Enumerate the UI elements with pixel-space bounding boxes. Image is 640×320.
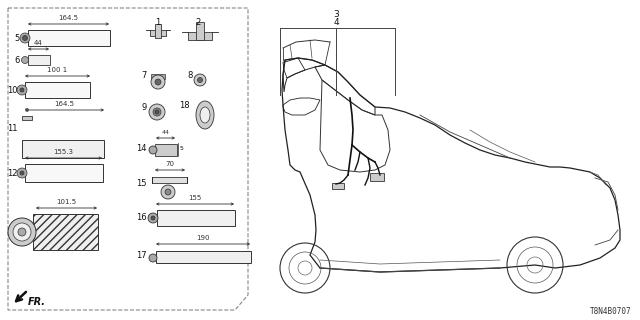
- Text: 8: 8: [188, 70, 193, 79]
- Circle shape: [13, 223, 31, 241]
- Text: 10: 10: [8, 85, 18, 94]
- Text: 44: 44: [161, 130, 170, 135]
- Text: 11: 11: [8, 124, 18, 132]
- Text: 14: 14: [136, 143, 147, 153]
- Bar: [25, 82, 90, 98]
- Bar: [22, 116, 32, 120]
- Text: 190: 190: [196, 235, 210, 241]
- Circle shape: [17, 85, 27, 95]
- Text: T8N4B0707: T8N4B0707: [590, 308, 632, 316]
- Circle shape: [20, 33, 30, 43]
- Text: 101.5: 101.5: [56, 199, 77, 205]
- Text: 12: 12: [8, 169, 18, 178]
- Circle shape: [149, 254, 157, 262]
- Circle shape: [18, 228, 26, 236]
- Circle shape: [151, 216, 155, 220]
- Text: 1: 1: [156, 18, 161, 27]
- Text: 100 1: 100 1: [47, 67, 68, 73]
- Bar: [196, 22, 204, 40]
- Circle shape: [194, 74, 206, 86]
- Ellipse shape: [196, 101, 214, 129]
- Text: FR.: FR.: [28, 297, 46, 307]
- Bar: [332, 183, 344, 189]
- Text: 164.5: 164.5: [54, 101, 74, 107]
- Bar: [28, 30, 110, 46]
- Text: 18: 18: [179, 100, 190, 109]
- Circle shape: [155, 79, 161, 85]
- Bar: [157, 210, 235, 226]
- Text: 15: 15: [136, 179, 147, 188]
- Bar: [155, 24, 161, 38]
- Circle shape: [22, 36, 28, 41]
- Text: 5: 5: [15, 34, 20, 43]
- Text: 17: 17: [136, 251, 147, 260]
- Bar: [28, 55, 50, 65]
- Circle shape: [165, 189, 171, 195]
- Text: 3: 3: [333, 10, 339, 19]
- Bar: [151, 74, 165, 79]
- Bar: [155, 144, 177, 156]
- Circle shape: [149, 146, 157, 154]
- Circle shape: [155, 110, 159, 114]
- Circle shape: [22, 57, 29, 63]
- Text: 6: 6: [15, 55, 20, 65]
- Bar: [150, 30, 166, 36]
- Circle shape: [20, 88, 24, 92]
- Circle shape: [149, 104, 165, 120]
- Bar: [188, 32, 212, 40]
- Bar: [25, 164, 103, 182]
- Text: 9: 9: [25, 108, 29, 113]
- Text: 9: 9: [141, 102, 147, 111]
- Circle shape: [20, 171, 24, 175]
- Text: 155: 155: [188, 195, 202, 201]
- Circle shape: [153, 108, 161, 116]
- Bar: [33, 214, 98, 250]
- Bar: [152, 177, 187, 183]
- Text: 44: 44: [34, 40, 43, 46]
- Text: 13: 13: [8, 228, 18, 236]
- Bar: [370, 173, 384, 181]
- Text: 7: 7: [141, 70, 147, 79]
- Text: 2: 2: [195, 18, 200, 27]
- Text: 16: 16: [136, 213, 147, 222]
- Circle shape: [17, 168, 27, 178]
- Text: 155.3: 155.3: [54, 149, 74, 155]
- Circle shape: [148, 213, 158, 223]
- Bar: [22, 140, 104, 158]
- Ellipse shape: [200, 107, 210, 123]
- Text: 4: 4: [333, 18, 339, 27]
- Circle shape: [151, 75, 165, 89]
- Circle shape: [161, 185, 175, 199]
- Text: 164.5: 164.5: [58, 15, 79, 21]
- Text: 70: 70: [166, 161, 175, 167]
- Circle shape: [8, 218, 36, 246]
- Bar: [156, 251, 251, 263]
- Text: 5: 5: [180, 146, 184, 150]
- Circle shape: [198, 77, 202, 83]
